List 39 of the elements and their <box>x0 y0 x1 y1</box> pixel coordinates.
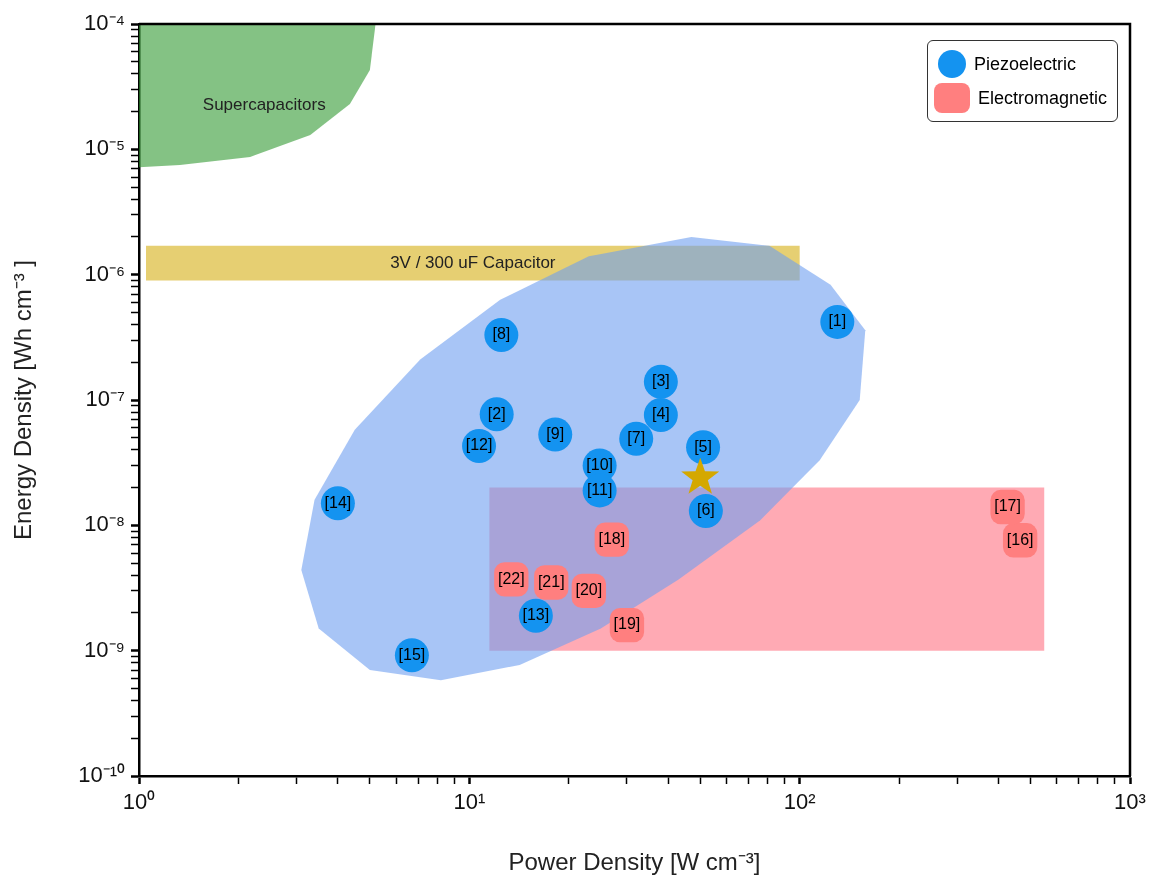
annotation: [4] <box>651 405 670 423</box>
annotation: [10] <box>586 455 613 473</box>
annotation: [19] <box>613 615 641 633</box>
annotation: [2] <box>487 404 506 422</box>
x-tick-label: 10⁰ <box>122 789 156 815</box>
annotation: [15] <box>398 645 426 663</box>
y-tick-label: 10⁻⁷ <box>85 386 126 412</box>
x-tick-label: 10³ <box>1114 789 1146 815</box>
annotation: [17] <box>994 497 1021 515</box>
x-tick-label: 10¹ <box>453 789 486 815</box>
annotation: [7] <box>627 429 646 447</box>
annotation: [18] <box>598 529 626 547</box>
legend-label: Piezoelectric <box>974 53 1077 75</box>
annotation: [5] <box>694 437 712 455</box>
annotation: [11] <box>586 480 613 498</box>
annotation: [6] <box>696 501 715 519</box>
y-axis-title: Energy Density [Wh cm⁻³ ] <box>9 259 37 541</box>
annotation: [22] <box>497 569 525 587</box>
series-label: 3V / 300 uF Capacitor <box>390 252 556 272</box>
annotation: [1] <box>828 312 847 330</box>
y-tick-label: 10⁻⁵ <box>84 135 125 161</box>
y-tick-label: 10⁻⁴ <box>84 10 125 36</box>
annotation: [12] <box>465 436 493 454</box>
annotation: [3] <box>651 372 670 390</box>
y-tick-label: 10⁻⁸ <box>84 511 125 537</box>
annotation: [20] <box>575 581 603 599</box>
legend-label: Electromagnetic <box>978 87 1108 109</box>
annotation: [14] <box>324 493 352 511</box>
y-tick-label: 10⁻⁹ <box>84 636 125 662</box>
annotation: [13] <box>522 606 550 624</box>
annotation: [21] <box>537 572 565 590</box>
series-label: Supercapacitors <box>202 95 326 115</box>
annotation: [16] <box>1006 530 1034 548</box>
x-axis-title: Power Density [W cm⁻³] <box>508 848 761 876</box>
y-tick-label: 10⁻¹⁰ <box>78 762 125 788</box>
annotation: [8] <box>492 325 511 343</box>
annotation: [9] <box>546 424 565 442</box>
x-tick-label: 10² <box>783 789 816 815</box>
y-tick-label: 10⁻⁶ <box>84 260 125 286</box>
